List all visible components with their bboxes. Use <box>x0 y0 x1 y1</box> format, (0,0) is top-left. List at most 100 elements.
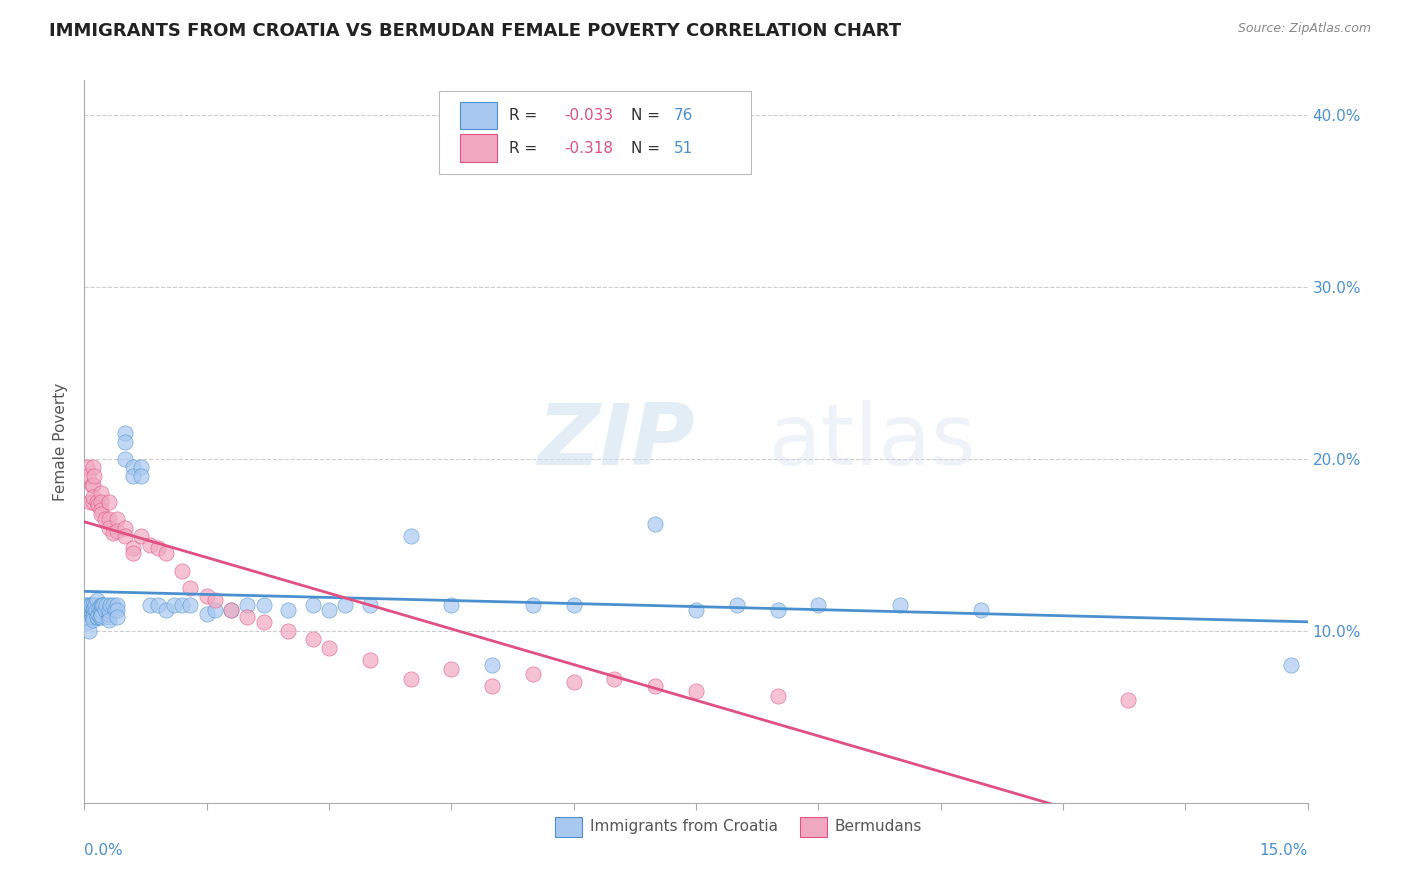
Point <box>83 469 105 483</box>
Text: IMMIGRANTS FROM CROATIA VS BERMUDAN FEMALE POVERTY CORRELATION CHART: IMMIGRANTS FROM CROATIA VS BERMUDAN FEMA… <box>49 22 901 40</box>
Point <box>1116 692 1139 706</box>
Point <box>87 607 110 621</box>
Point <box>481 658 503 673</box>
Point <box>82 490 104 504</box>
Text: -0.318: -0.318 <box>564 141 613 156</box>
Point <box>93 603 115 617</box>
Point <box>104 603 127 617</box>
Point <box>253 615 276 630</box>
Point <box>84 603 107 617</box>
Point <box>114 451 136 466</box>
Point <box>301 632 323 647</box>
Text: 15.0%: 15.0% <box>1260 843 1308 857</box>
Point <box>179 598 201 612</box>
Point <box>90 486 112 500</box>
Point <box>105 610 128 624</box>
Point <box>101 525 124 540</box>
Point <box>96 598 118 612</box>
FancyBboxPatch shape <box>460 102 496 129</box>
Text: 51: 51 <box>673 141 693 156</box>
Point <box>122 469 145 483</box>
Text: N =: N = <box>631 108 665 123</box>
Point <box>766 689 789 703</box>
Point <box>131 529 153 543</box>
Point <box>86 610 108 624</box>
Point <box>101 598 124 612</box>
Point <box>766 603 789 617</box>
Text: R =: R = <box>509 141 541 156</box>
Point <box>277 624 299 638</box>
Point <box>82 494 104 508</box>
Point <box>138 598 160 612</box>
Point <box>90 598 112 612</box>
Point <box>122 460 145 475</box>
Point <box>75 598 97 612</box>
Point <box>644 517 666 532</box>
Point <box>114 434 136 449</box>
Point <box>155 546 177 560</box>
Text: 0.0%: 0.0% <box>84 843 124 857</box>
Point <box>105 598 128 612</box>
Point <box>77 469 100 483</box>
Point <box>195 590 218 604</box>
Text: atlas: atlas <box>769 400 977 483</box>
Point <box>146 598 169 612</box>
Point <box>97 603 120 617</box>
Point <box>522 666 544 681</box>
Point <box>86 592 108 607</box>
Point <box>90 610 112 624</box>
Point <box>359 653 381 667</box>
Point <box>172 564 194 578</box>
Point <box>522 598 544 612</box>
Point <box>440 662 463 676</box>
Point <box>90 494 112 508</box>
Point <box>90 507 112 521</box>
Point <box>91 598 114 612</box>
Point <box>80 598 103 612</box>
Point <box>318 640 340 655</box>
Point <box>89 610 111 624</box>
Text: 76: 76 <box>673 108 693 123</box>
Point <box>97 494 120 508</box>
Text: -0.033: -0.033 <box>564 108 613 123</box>
Point <box>685 684 707 698</box>
Point <box>82 460 104 475</box>
Point <box>82 610 104 624</box>
Point <box>80 477 103 491</box>
Point <box>90 603 112 617</box>
Point <box>86 610 108 624</box>
Point <box>204 592 226 607</box>
Point <box>219 603 242 617</box>
Point <box>481 679 503 693</box>
Point <box>236 598 259 612</box>
Point <box>82 598 104 612</box>
Point <box>122 546 145 560</box>
Point <box>644 679 666 693</box>
Point <box>219 603 242 617</box>
Point <box>82 477 104 491</box>
FancyBboxPatch shape <box>439 91 751 174</box>
Point <box>335 598 357 612</box>
Point <box>97 512 120 526</box>
Point <box>440 598 463 612</box>
Point <box>114 425 136 440</box>
Point <box>105 603 128 617</box>
Point <box>87 498 110 512</box>
Point <box>105 512 128 526</box>
Point <box>97 614 120 628</box>
Text: ZIP: ZIP <box>537 400 695 483</box>
Point <box>195 607 218 621</box>
Point <box>318 603 340 617</box>
Text: R =: R = <box>509 108 541 123</box>
Text: Source: ZipAtlas.com: Source: ZipAtlas.com <box>1237 22 1371 36</box>
Point <box>155 603 177 617</box>
Y-axis label: Female Poverty: Female Poverty <box>53 383 69 500</box>
Point <box>359 598 381 612</box>
Point <box>277 603 299 617</box>
Point <box>122 541 145 556</box>
Point <box>100 598 122 612</box>
Point <box>179 581 201 595</box>
Point <box>86 494 108 508</box>
Point <box>105 524 128 538</box>
Point <box>77 624 100 638</box>
